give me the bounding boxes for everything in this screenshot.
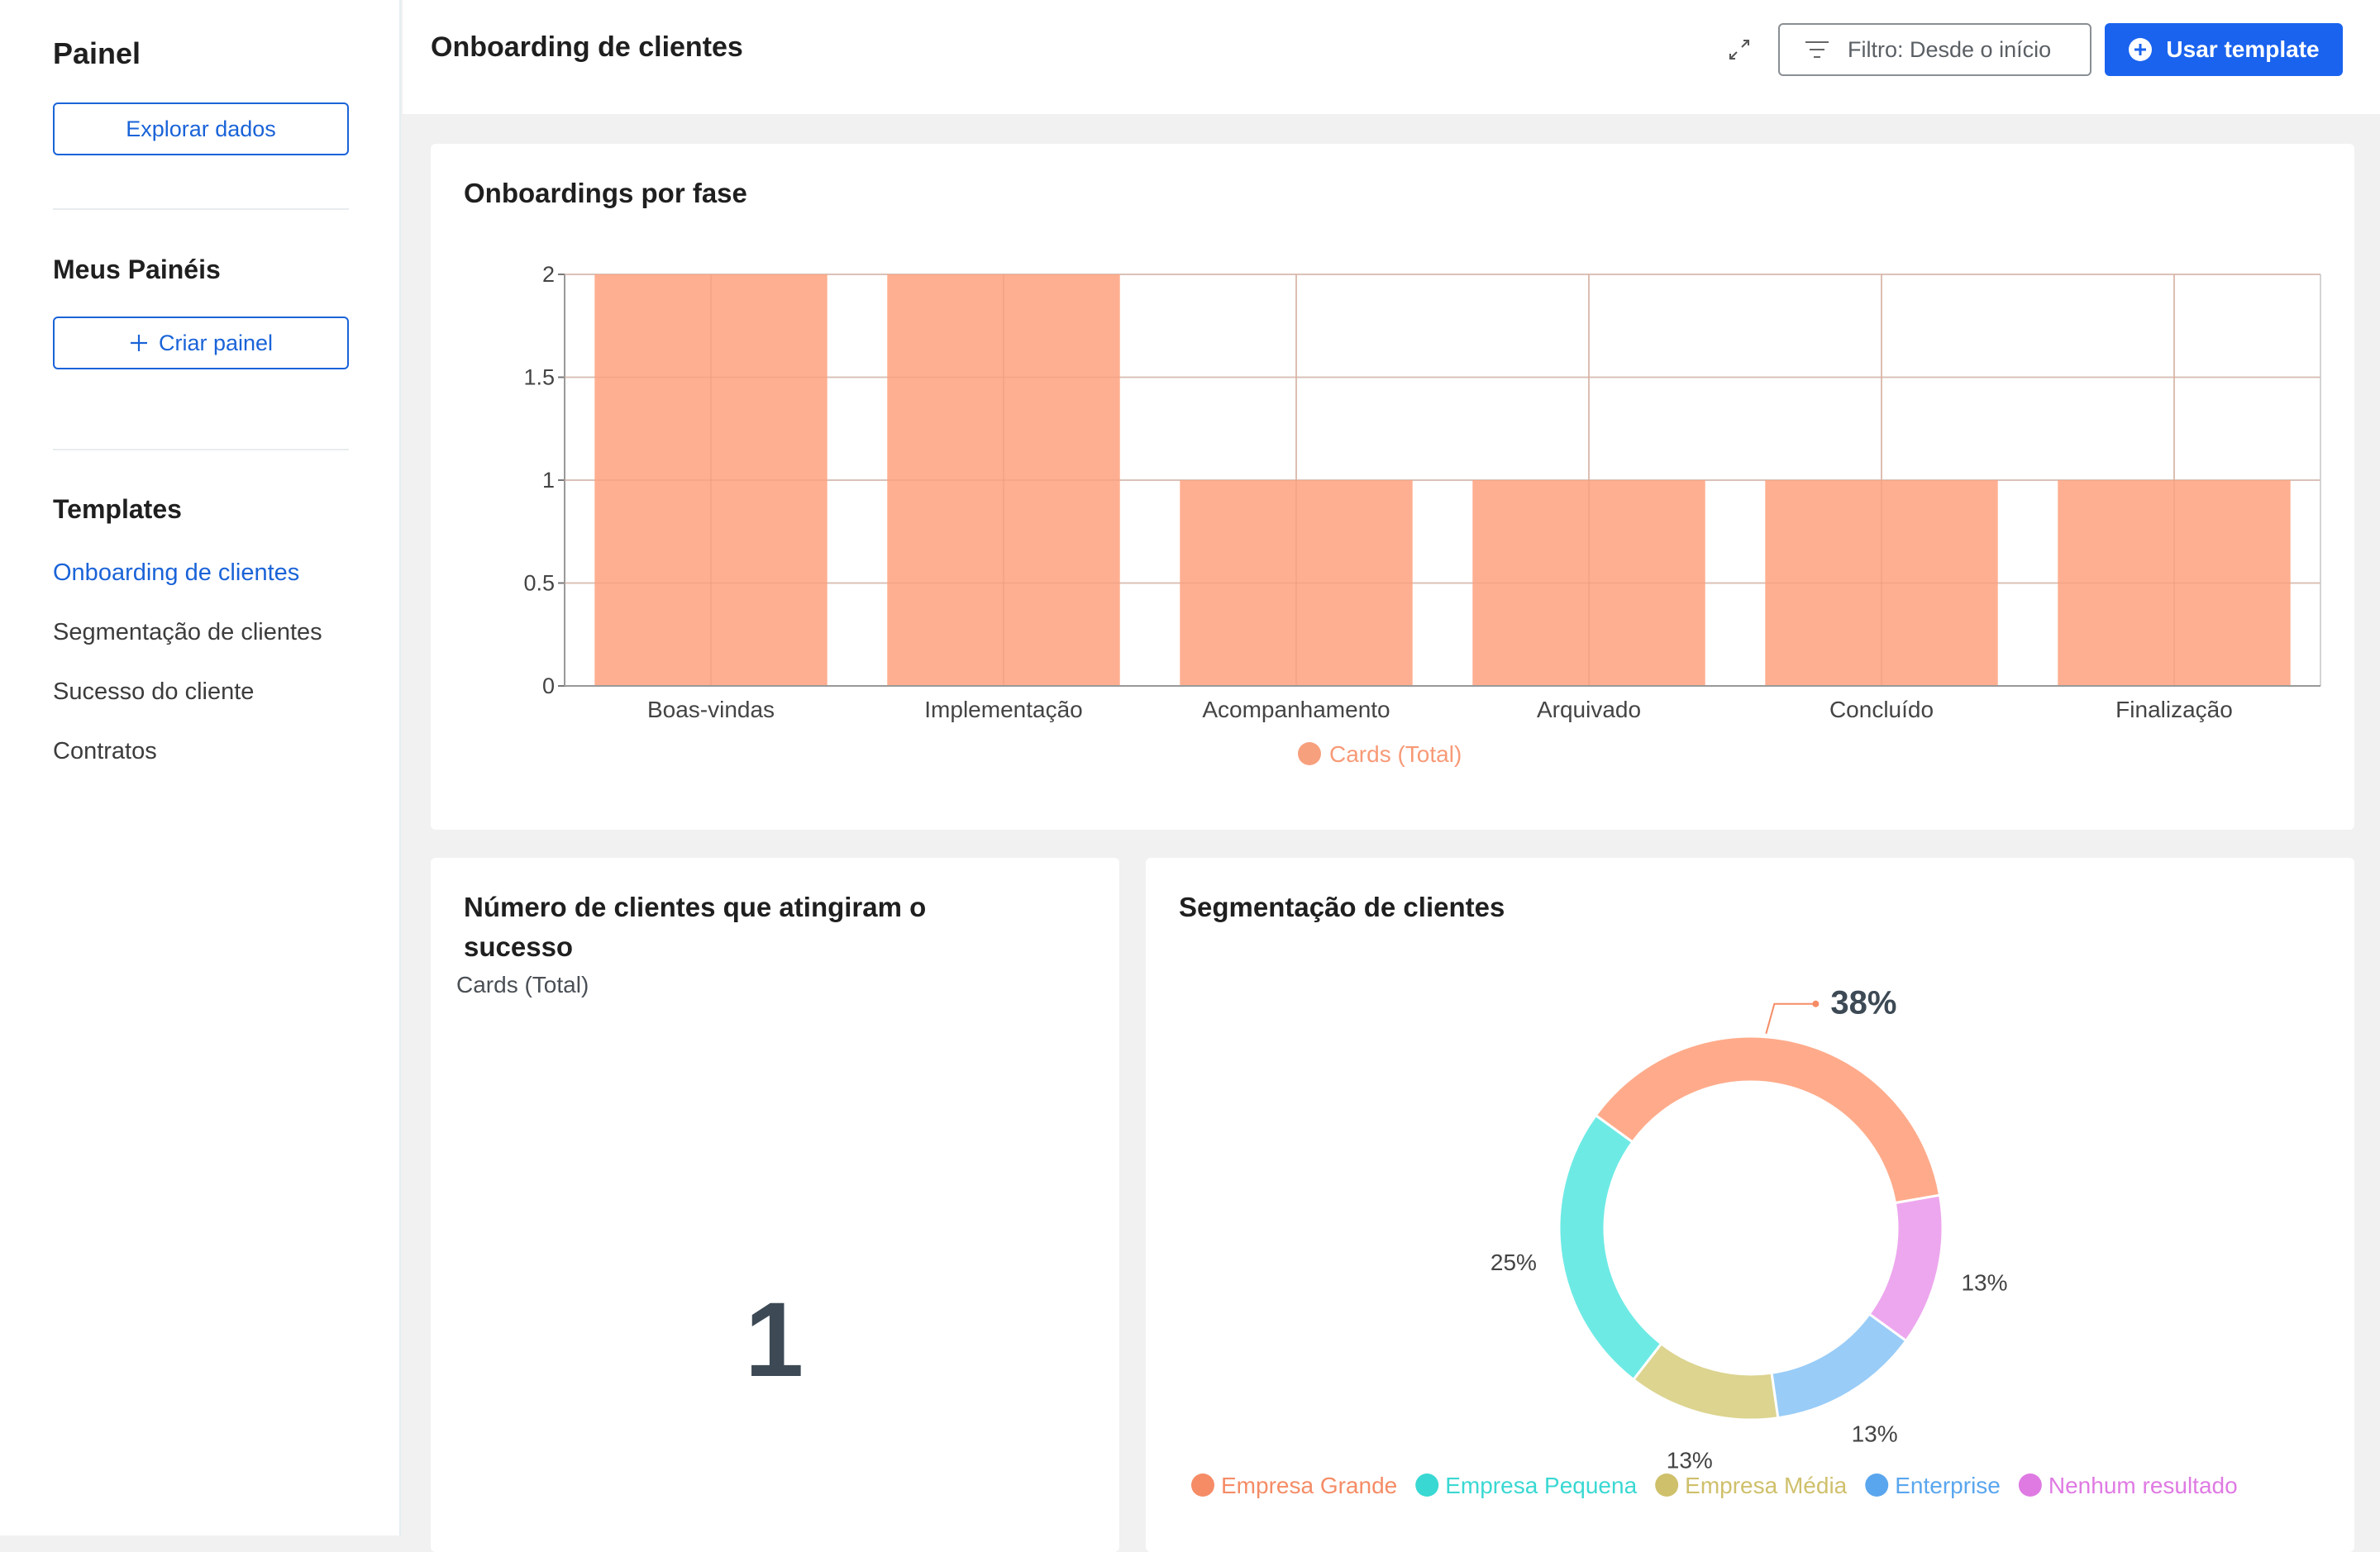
- donut-slice: [1867, 1193, 1944, 1343]
- slice-label: 25%: [1490, 1250, 1537, 1275]
- donut-title: Segmentação de clientes: [1179, 892, 1505, 922]
- donut-chart: 38% 13% 13% 13% 25% Empresa Grande Empresa Peq…: [1191, 985, 2238, 1498]
- sidebar-divider: [53, 449, 349, 450]
- kpi-title-line1: Número de clientes que atingiram o: [464, 892, 927, 922]
- donut-slice: [1770, 1312, 1908, 1420]
- template-item-sucesso[interactable]: Sucesso do cliente: [53, 678, 255, 705]
- x-tick-label: Implementação: [924, 697, 1082, 722]
- kpi-subtitle: Cards (Total): [456, 972, 589, 997]
- legend-label: Nenhum resultado: [2049, 1473, 2238, 1498]
- sidebar-divider: [53, 208, 349, 210]
- legend-marker: [1298, 742, 1321, 765]
- slice-label: 13%: [1852, 1421, 1898, 1446]
- plus-circle-icon: [2129, 38, 2153, 61]
- filter-icon: [1805, 41, 1829, 58]
- bar-chart: 0 0.5 1 1.5 2 Boas-vindas Implementação Acompan…: [523, 262, 2321, 767]
- use-template-label: Usar template: [2166, 36, 2320, 62]
- legend-marker: [1655, 1473, 1679, 1497]
- legend-label: Empresa Média: [1685, 1473, 1848, 1498]
- leader-line: [1765, 1002, 1816, 1034]
- page-title: Onboarding de clientes: [431, 31, 743, 63]
- expand-icon[interactable]: [1723, 33, 1756, 66]
- x-tick-label: Boas-vindas: [647, 697, 775, 722]
- use-template-button[interactable]: Usar template: [2105, 23, 2343, 76]
- legend-label: Empresa Grande: [1221, 1473, 1397, 1498]
- explore-data-button[interactable]: Explorar dados: [53, 102, 349, 155]
- y-tick-label: 0.5: [523, 571, 555, 596]
- donut-card: Segmentação de clientes 38% 13% 13% 13% 25% E…: [1146, 858, 2354, 1552]
- legend-marker: [1865, 1473, 1889, 1497]
- slice-label: 13%: [1667, 1447, 1713, 1473]
- donut-slice: [1594, 1035, 1942, 1205]
- slice-label: 38%: [1830, 985, 1896, 1021]
- y-tick-label: 1.5: [523, 365, 555, 390]
- create-panel-label: Criar painel: [158, 330, 274, 355]
- legend-label: Empresa Pequena: [1445, 1473, 1637, 1498]
- filter-button[interactable]: Filtro: Desde o início: [1778, 23, 2091, 76]
- legend-label: Enterprise: [1895, 1473, 2001, 1498]
- template-item-onboarding[interactable]: Onboarding de clientes: [53, 559, 300, 586]
- templates-title: Templates: [53, 494, 182, 524]
- x-tick-label: Finalização: [2115, 697, 2233, 722]
- sidebar: Painel Explorar dados Meus Painéis Criar…: [0, 0, 401, 1535]
- legend-label: Cards (Total): [1329, 741, 1462, 767]
- donut-slice: [1557, 1113, 1663, 1382]
- sidebar-title: Painel: [53, 36, 141, 70]
- y-tick-label: 2: [542, 262, 555, 287]
- my-panels-title: Meus Painéis: [53, 255, 221, 284]
- bar-chart-title: Onboardings por fase: [464, 178, 747, 208]
- template-item-contratos[interactable]: Contratos: [53, 738, 157, 764]
- x-tick-label: Arquivado: [1537, 697, 1641, 722]
- legend-marker: [1191, 1473, 1214, 1497]
- x-tick-label: Acompanhamento: [1202, 697, 1390, 722]
- leader-dot: [1812, 1000, 1820, 1007]
- plus-icon: [130, 335, 147, 351]
- filter-label: Filtro: Desde o início: [1848, 36, 2052, 62]
- create-panel-button[interactable]: Criar painel: [53, 317, 349, 369]
- legend-marker: [1415, 1473, 1439, 1497]
- y-tick-label: 0: [542, 674, 555, 698]
- header: Onboarding de clientes Filtro: Desde o i…: [403, 0, 2380, 114]
- kpi-title-line2: sucesso: [464, 931, 574, 962]
- y-tick-label: 1: [542, 468, 555, 493]
- bar-chart-card: Onboardings por fase 0 0.5 1 1.5 2 Boas-vinda…: [431, 144, 2354, 830]
- kpi-card: Número de clientes que atingiram o suces…: [431, 858, 1119, 1552]
- legend-marker: [2018, 1473, 2042, 1497]
- donut-slice: [1631, 1341, 1780, 1421]
- template-item-segmentacao[interactable]: Segmentação de clientes: [53, 619, 322, 645]
- x-tick-label: Concluído: [1829, 697, 1934, 722]
- kpi-value: 1: [745, 1281, 804, 1399]
- slice-label: 13%: [1961, 1270, 2007, 1296]
